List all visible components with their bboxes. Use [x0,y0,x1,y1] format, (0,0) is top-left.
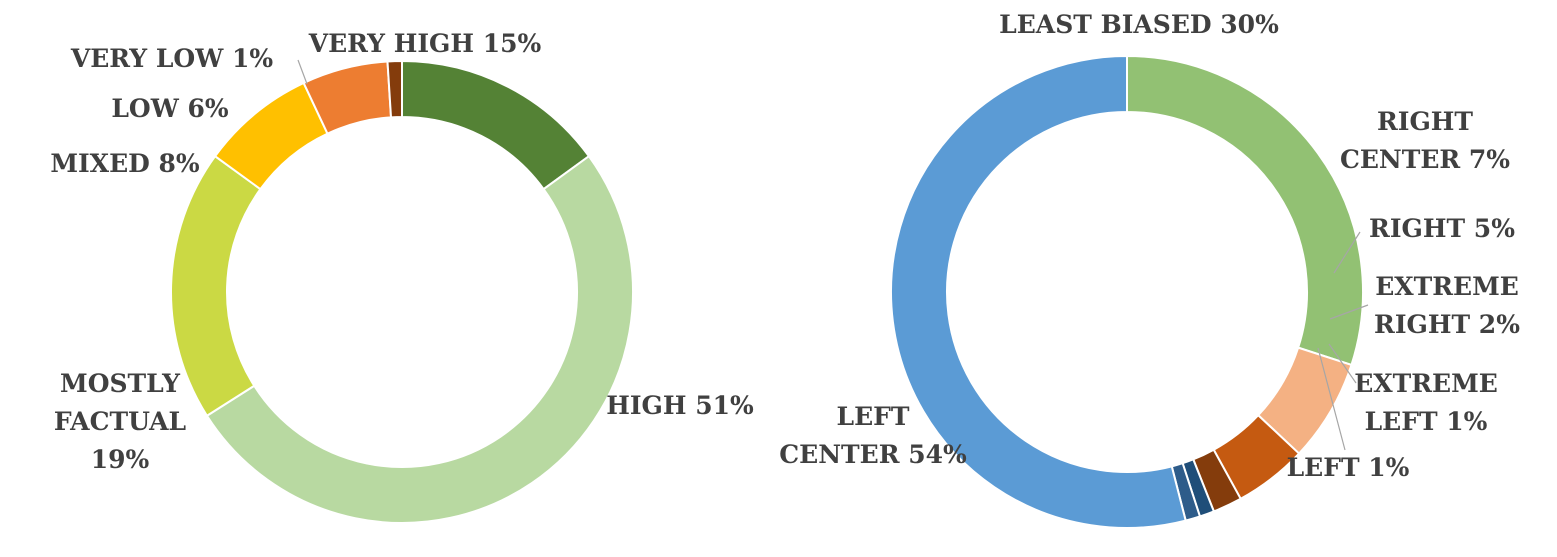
slice-mostly-factual [170,154,262,418]
data-label-line: CENTER 54% [779,440,967,469]
data-label-line: 19% [91,445,150,474]
data-label-right: RIGHT 5% [1369,214,1515,243]
leader-line-right [1333,231,1361,274]
slice-least-biased [1126,54,1364,367]
slice-high [205,154,634,524]
data-label-line: LEFT 1% [1287,453,1410,482]
leader-line-very-low [297,59,308,85]
data-label-line: EXTREME [1354,369,1498,398]
data-label-line: MOSTLY [60,369,181,398]
data-label-line: LEAST BIASED 30% [999,10,1279,39]
data-label-line: FACTUAL [54,407,187,436]
data-label-line: LEFT [837,402,910,431]
data-label-line: VERY HIGH 15% [308,29,542,58]
data-label-line: EXTREME [1375,272,1519,301]
data-label-left-center: LEFT CENTER 54% [779,402,967,469]
slice-very-high [401,59,591,191]
slice-very-low [386,59,403,119]
data-label-line: RIGHT [1377,107,1473,136]
data-label-extreme-left: EXTREME LEFT 1% [1354,369,1498,436]
data-label-line: LOW 6% [111,94,229,123]
leader-line-extreme-left [1328,343,1357,384]
data-label-line: RIGHT 5% [1369,214,1515,243]
factual-reporting-donut: VERY HIGH 15% HIGH 51% MOSTLY FACTUAL 19% MIX… [50,29,754,524]
data-label-line: MIXED 8% [50,149,200,178]
data-label-line: HIGH 51% [606,391,754,420]
data-label-mostly-factual: MOSTLY FACTUAL 19% [54,369,187,474]
data-label-least-biased: LEAST BIASED 30% [999,10,1279,39]
slice-left-center [890,54,1187,529]
data-label-mixed: MIXED 8% [50,149,200,178]
data-label-left: LEFT 1% [1287,453,1410,482]
data-label-high: HIGH 51% [606,391,754,420]
data-label-very-high: VERY HIGH 15% [308,29,542,58]
data-label-line: VERY LOW 1% [70,44,274,73]
political-bias-donut: LEAST BIASED 30% RIGHT CENTER 7% RIGHT 5% EX… [779,10,1520,529]
data-label-line: CENTER 7% [1340,145,1510,174]
data-label-line: RIGHT 2% [1374,310,1520,339]
data-label-very-low: VERY LOW 1% [70,44,274,73]
data-label-line: LEFT 1% [1365,407,1488,436]
data-label-right-center: RIGHT CENTER 7% [1340,107,1510,174]
data-label-low: LOW 6% [111,94,229,123]
leader-line-extreme-right [1329,304,1369,320]
leader-line-left [1317,347,1346,451]
data-label-extreme-right: EXTREME RIGHT 2% [1374,272,1520,339]
